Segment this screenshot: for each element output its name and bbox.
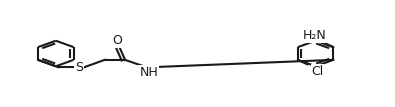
Text: NH: NH	[139, 66, 158, 79]
Text: H₂N: H₂N	[303, 29, 327, 42]
Text: O: O	[112, 34, 122, 48]
Text: Cl: Cl	[311, 65, 324, 78]
Text: S: S	[75, 61, 83, 74]
